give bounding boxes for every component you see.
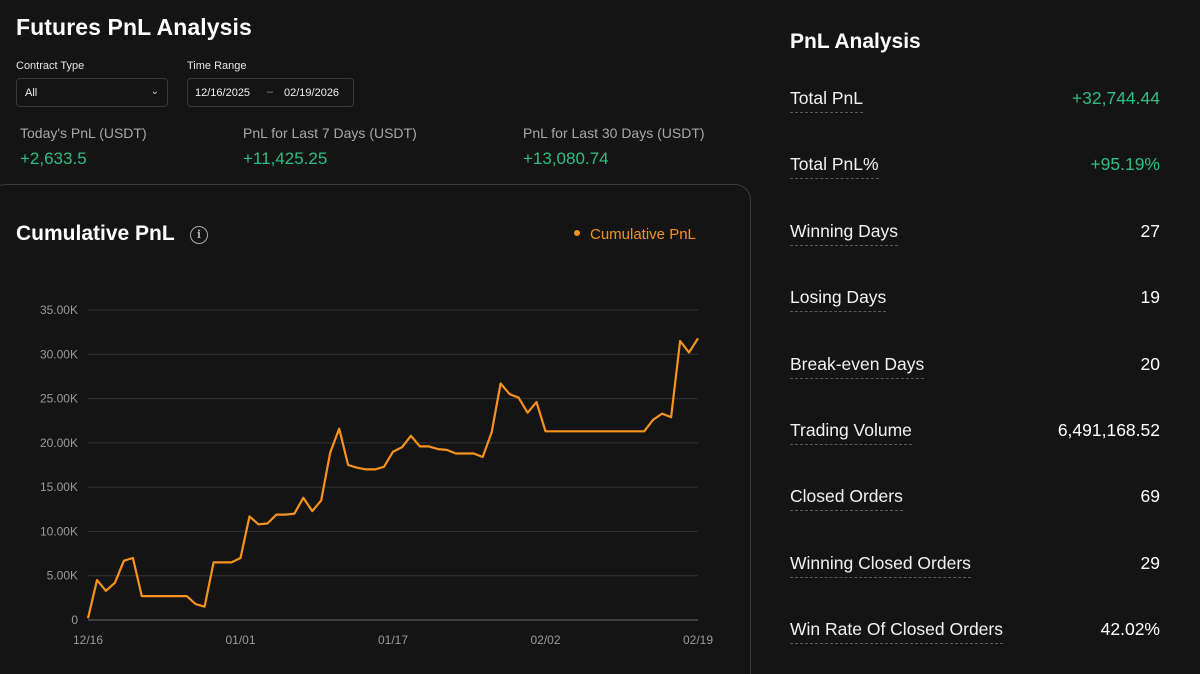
stat-label: PnL for Last 30 Days (USDT) bbox=[523, 125, 705, 141]
contract-type-label: Contract Type bbox=[16, 60, 85, 72]
pnl-row-label[interactable]: Winning Closed Orders bbox=[790, 553, 971, 578]
chart-title: Cumulative PnL bbox=[16, 222, 175, 245]
time-range-to[interactable]: 02/19/2026 bbox=[284, 87, 340, 99]
time-range-label: Time Range bbox=[187, 60, 247, 72]
x-tick-label: 02/02 bbox=[530, 633, 560, 647]
pnl-row-label[interactable]: Win Rate Of Closed Orders bbox=[790, 619, 1003, 644]
y-tick-label: 0 bbox=[71, 613, 78, 627]
pnl-row-label[interactable]: Losing Days bbox=[790, 287, 887, 312]
time-range-separator: – bbox=[267, 86, 274, 98]
contract-type-select[interactable]: All ⌄ bbox=[16, 78, 168, 107]
y-tick-label: 5.00K bbox=[47, 569, 78, 583]
stat-7day-pnl: PnL for Last 7 Days (USDT) +11,425.25 bbox=[243, 125, 417, 169]
side-title: PnL Analysis bbox=[790, 30, 921, 53]
pnl-row-value: 20 bbox=[1140, 354, 1160, 374]
x-tick-label: 01/01 bbox=[225, 633, 255, 647]
pnl-row-label[interactable]: Total PnL% bbox=[790, 154, 879, 179]
y-tick-label: 35.00K bbox=[40, 303, 78, 317]
y-tick-label: 20.00K bbox=[40, 436, 78, 450]
page-title: Futures PnL Analysis bbox=[16, 14, 252, 40]
legend-label: Cumulative PnL bbox=[590, 226, 696, 243]
stat-label: PnL for Last 7 Days (USDT) bbox=[243, 125, 417, 141]
stat-value: +13,080.74 bbox=[523, 149, 609, 168]
pnl-row-value: 29 bbox=[1140, 553, 1160, 573]
x-tick-label: 12/16 bbox=[73, 633, 103, 647]
chart-card bbox=[0, 184, 751, 674]
pnl-row-label[interactable]: Break-even Days bbox=[790, 354, 925, 379]
pnl-row-value: 69 bbox=[1140, 486, 1160, 506]
stat-label: Today's PnL (USDT) bbox=[20, 125, 147, 141]
pnl-row-value: 42.02% bbox=[1100, 619, 1160, 639]
pnl-row-value: +32,744.44 bbox=[1071, 88, 1160, 108]
pnl-row-label[interactable]: Closed Orders bbox=[790, 486, 903, 511]
time-range-from[interactable]: 12/16/2025 bbox=[195, 87, 251, 99]
legend-dot-icon bbox=[574, 230, 580, 237]
y-tick-label: 25.00K bbox=[40, 392, 78, 406]
chevron-down-icon: ⌄ bbox=[150, 86, 159, 97]
pnl-row-label[interactable]: Trading Volume bbox=[790, 420, 912, 445]
pnl-row-label[interactable]: Winning Days bbox=[790, 221, 898, 246]
time-range-picker[interactable]: 12/16/2025 – 02/19/2026 bbox=[187, 78, 354, 107]
pnl-row-value: 6,491,168.52 bbox=[1057, 420, 1160, 440]
pnl-row-label[interactable]: Total PnL bbox=[790, 88, 863, 113]
y-tick-label: 30.00K bbox=[40, 347, 78, 361]
x-tick-label: 01/17 bbox=[378, 633, 408, 647]
pnl-row-value: 19 bbox=[1140, 287, 1160, 307]
cumulative-pnl-chart: 0 5.00K 10.00K 15.00K 20.00K 25.00K 30.00K 35.0… bbox=[40, 303, 713, 647]
info-icon[interactable]: i bbox=[190, 226, 208, 244]
y-tick-label: 15.00K bbox=[40, 480, 78, 494]
pnl-row-value: 27 bbox=[1140, 221, 1160, 241]
stat-30day-pnl: PnL for Last 30 Days (USDT) +13,080.74 bbox=[523, 125, 705, 169]
y-tick-label: 10.00K bbox=[40, 524, 78, 538]
pnl-row-value: +95.19% bbox=[1090, 154, 1160, 174]
contract-type-value: All bbox=[25, 87, 38, 99]
stat-value: +11,425.25 bbox=[243, 149, 328, 168]
series-line-cumulative-pnl[interactable] bbox=[86, 337, 699, 619]
stat-value: +2,633.5 bbox=[20, 149, 87, 168]
chart-legend[interactable]: Cumulative PnL bbox=[574, 226, 696, 243]
x-tick-label: 02/19 bbox=[683, 633, 713, 647]
stat-today-pnl: Today's PnL (USDT) +2,633.5 bbox=[20, 125, 147, 169]
